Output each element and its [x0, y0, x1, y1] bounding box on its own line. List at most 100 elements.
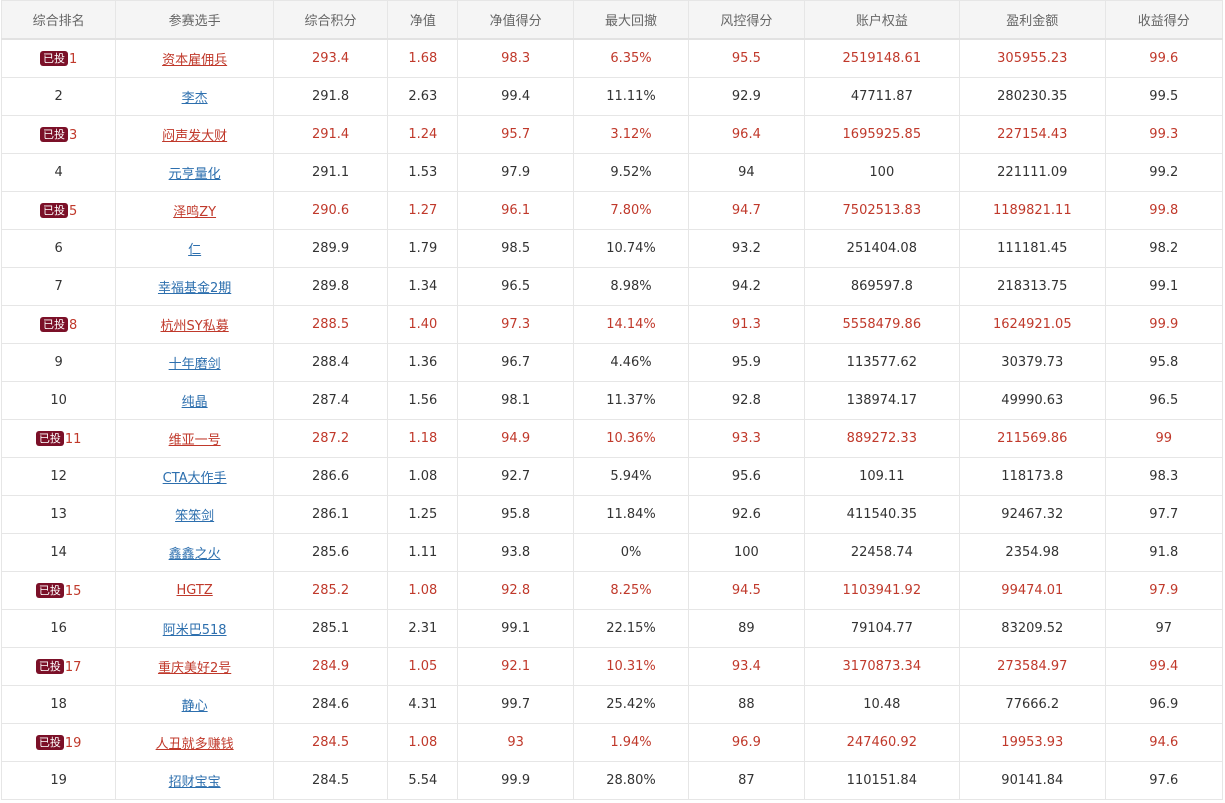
- cell-return-score: 99.6: [1104, 38, 1224, 78]
- header-nav: 净值: [387, 0, 459, 40]
- cell-total-score: 285.2: [272, 571, 389, 610]
- cell-total-score: 289.8: [272, 267, 389, 306]
- cell-rank: 4: [0, 153, 117, 192]
- table-row: 6 仁 289.9 1.79 98.5 10.74% 93.2 251404.08 111181…: [0, 229, 1224, 268]
- cell-nav-score: 93: [457, 723, 574, 762]
- player-name-link[interactable]: 阿米巴518: [162, 623, 227, 638]
- invested-badge: 已投: [35, 430, 64, 446]
- player-name-link[interactable]: 元亨量化: [168, 167, 221, 182]
- player-name-link[interactable]: CTA大作手: [162, 471, 227, 486]
- cell-return-score: 99.9: [1104, 305, 1224, 344]
- cell-total-score: 291.8: [272, 77, 389, 116]
- invested-badge: 已投: [35, 582, 64, 598]
- cell-return-score: 98.3: [1104, 457, 1224, 496]
- cell-equity: 5558479.86: [803, 305, 961, 344]
- player-name-link[interactable]: 十年磨剑: [168, 357, 221, 372]
- cell-nav: 1.05: [387, 647, 459, 686]
- header-equity: 账户权益: [803, 0, 961, 40]
- cell-equity: 869597.8: [803, 267, 961, 306]
- cell-rank: 19: [0, 761, 117, 800]
- table-row: 7 幸福基金2期 289.8 1.34 96.5 8.98% 94.2 869597.8 218…: [0, 267, 1224, 306]
- cell-equity: 10.48: [803, 685, 961, 724]
- header-player: 参赛选手: [115, 0, 274, 40]
- invested-badge: 已投: [40, 126, 69, 142]
- cell-risk-score: 92.9: [688, 77, 805, 116]
- cell-nav: 2.31: [387, 609, 459, 648]
- cell-equity: 247460.92: [803, 723, 961, 762]
- cell-rank: 已投 3: [0, 115, 117, 154]
- cell-total-score: 284.5: [272, 761, 389, 800]
- cell-max-drawdown: 4.46%: [572, 343, 690, 382]
- cell-risk-score: 94: [688, 153, 805, 192]
- cell-profit: 2354.98: [959, 533, 1106, 572]
- cell-nav-score: 98.1: [457, 381, 574, 420]
- table-row: 已投 15 HGTZ 285.2 1.08 92.8 8.25% 94.5 1103941.92…: [0, 571, 1224, 610]
- header-profit: 盈利金额: [959, 0, 1106, 40]
- player-name-link[interactable]: 仁: [188, 243, 202, 258]
- rank-number: 19: [64, 735, 82, 751]
- player-name-link[interactable]: 李杰: [181, 91, 208, 106]
- cell-max-drawdown: 10.74%: [572, 229, 690, 268]
- player-name-link[interactable]: 人丑就多赚钱: [155, 737, 234, 752]
- cell-nav: 1.53: [387, 153, 459, 192]
- player-name-link[interactable]: 纯晶: [181, 395, 208, 410]
- table-row: 已投 5 泽鸣ZY 290.6 1.27 96.1 7.80% 94.7 7502513.83 1…: [0, 191, 1224, 230]
- player-name-link[interactable]: 笨笨剑: [175, 509, 215, 524]
- header-total-score: 综合积分: [272, 0, 389, 40]
- player-name-link[interactable]: HGTZ: [176, 583, 213, 598]
- cell-risk-score: 96.9: [688, 723, 805, 762]
- cell-nav-score: 92.7: [457, 457, 574, 496]
- cell-return-score: 99.5: [1104, 77, 1224, 116]
- cell-nav: 1.24: [387, 115, 459, 154]
- rank-number: 11: [64, 431, 82, 447]
- cell-nav-score: 97.9: [457, 153, 574, 192]
- player-name-link[interactable]: 闷声发大财: [162, 129, 228, 144]
- cell-rank: 已投 17: [0, 647, 117, 686]
- cell-player: 笨笨剑: [115, 495, 274, 534]
- cell-player: 幸福基金2期: [115, 267, 274, 306]
- cell-profit: 99474.01: [959, 571, 1106, 610]
- cell-nav-score: 98.3: [457, 38, 574, 78]
- cell-nav: 2.63: [387, 77, 459, 116]
- cell-nav: 1.08: [387, 723, 459, 762]
- cell-total-score: 284.5: [272, 723, 389, 762]
- cell-risk-score: 94.5: [688, 571, 805, 610]
- cell-max-drawdown: 22.15%: [572, 609, 690, 648]
- cell-equity: 110151.84: [803, 761, 961, 800]
- header-risk-score: 风控得分: [688, 0, 805, 40]
- player-name-link[interactable]: 杭州SY私募: [160, 319, 229, 334]
- cell-total-score: 291.4: [272, 115, 389, 154]
- cell-equity: 47711.87: [803, 77, 961, 116]
- table-row: 10 纯晶 287.4 1.56 98.1 11.37% 92.8 138974.17 4999…: [0, 381, 1224, 420]
- rank-number: 2: [54, 89, 63, 104]
- player-name-link[interactable]: 维亚一号: [168, 433, 221, 448]
- cell-profit: 92467.32: [959, 495, 1106, 534]
- cell-return-score: 94.6: [1104, 723, 1224, 762]
- player-name-link[interactable]: 招财宝宝: [168, 775, 221, 790]
- cell-rank: 16: [0, 609, 117, 648]
- cell-risk-score: 94.2: [688, 267, 805, 306]
- player-name-link[interactable]: 泽鸣ZY: [173, 205, 217, 220]
- rank-number: 14: [50, 545, 67, 560]
- player-name-link[interactable]: 重庆美好2号: [157, 661, 232, 676]
- player-name-link[interactable]: 鑫鑫之火: [168, 547, 221, 562]
- player-name-link[interactable]: 静心: [181, 699, 208, 714]
- cell-nav: 5.54: [387, 761, 459, 800]
- cell-profit: 221111.09: [959, 153, 1106, 192]
- cell-max-drawdown: 8.25%: [572, 571, 690, 610]
- cell-return-score: 97.9: [1104, 571, 1224, 610]
- rank-number: 6: [54, 241, 63, 256]
- cell-max-drawdown: 25.42%: [572, 685, 690, 724]
- player-name-link[interactable]: 资本雇佣兵: [162, 53, 228, 68]
- cell-player: 阿米巴518: [115, 609, 274, 648]
- cell-max-drawdown: 11.11%: [572, 77, 690, 116]
- header-rank: 综合排名: [0, 0, 117, 40]
- player-name-link[interactable]: 幸福基金2期: [157, 281, 232, 296]
- cell-profit: 305955.23: [959, 38, 1106, 78]
- cell-return-score: 98.2: [1104, 229, 1224, 268]
- table-row: 19 招财宝宝 284.5 5.54 99.9 28.80% 87 110151.84 9014…: [0, 761, 1224, 800]
- cell-return-score: 99.1: [1104, 267, 1224, 306]
- cell-total-score: 284.9: [272, 647, 389, 686]
- cell-risk-score: 89: [688, 609, 805, 648]
